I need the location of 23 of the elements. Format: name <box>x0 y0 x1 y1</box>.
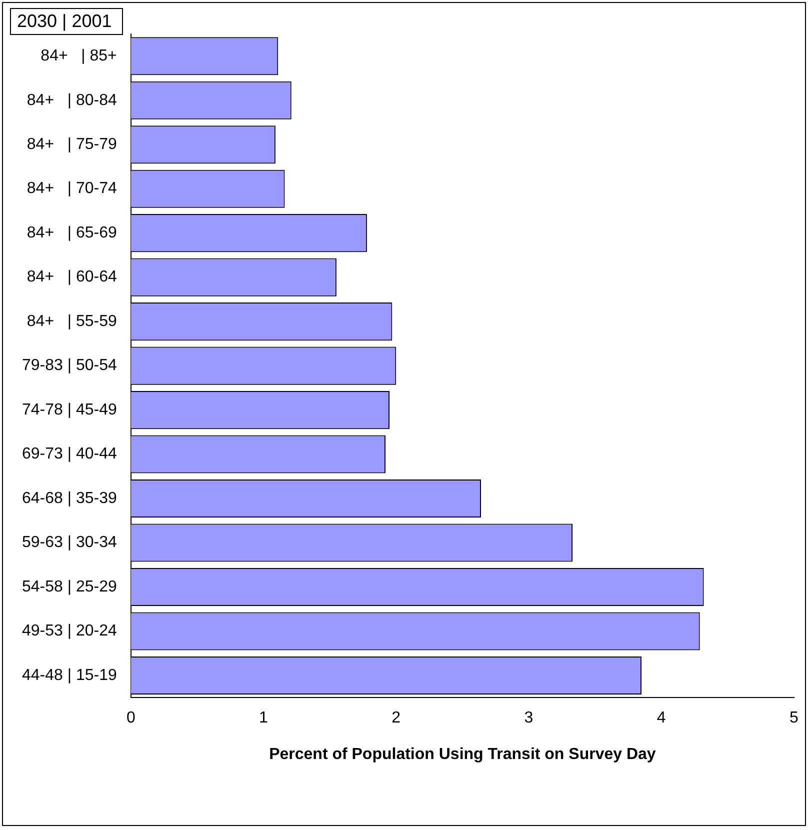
x-tick-label: 2 <box>392 710 401 727</box>
x-axis-title: Percent of Population Using Transit on Survey Day <box>269 746 656 763</box>
y-tick-label: 84+ | 85+ <box>40 48 117 65</box>
y-tick-label: 84+ | 65-69 <box>26 224 117 242</box>
y-tick-label: 49-53 | 20-24 <box>22 622 117 640</box>
y-tick-label: 44-48 | 15-19 <box>22 666 117 684</box>
x-tick-label: 0 <box>126 710 136 727</box>
chart-title: 2030 | 2001 <box>10 8 123 35</box>
x-tick-label: 1 <box>259 710 268 727</box>
y-tick-label: 84+ | 70-74 <box>26 180 117 198</box>
y-tick-label: 84+ | 80-84 <box>26 92 117 109</box>
y-tick-label: 54-58 | 25-29 <box>22 578 117 596</box>
y-tick-label: 79-83 | 50-54 <box>22 357 117 374</box>
x-tick-label: 3 <box>524 710 534 727</box>
y-tick-label: 84+ | 75-79 <box>26 136 117 154</box>
y-tick-label: 64-68 | 35-39 <box>22 490 117 507</box>
x-tick-label: 4 <box>656 710 666 727</box>
y-tick-label: 74-78 | 45-49 <box>22 401 117 418</box>
y-tick-label: 84+ | 55-59 <box>26 312 117 330</box>
y-tick-label: 59-63 | 30-34 <box>22 534 117 552</box>
y-tick-label: 84+ | 60-64 <box>26 268 117 286</box>
x-tick-label: 5 <box>790 710 799 727</box>
y-tick-label: 69-73 | 40-44 <box>22 446 117 463</box>
